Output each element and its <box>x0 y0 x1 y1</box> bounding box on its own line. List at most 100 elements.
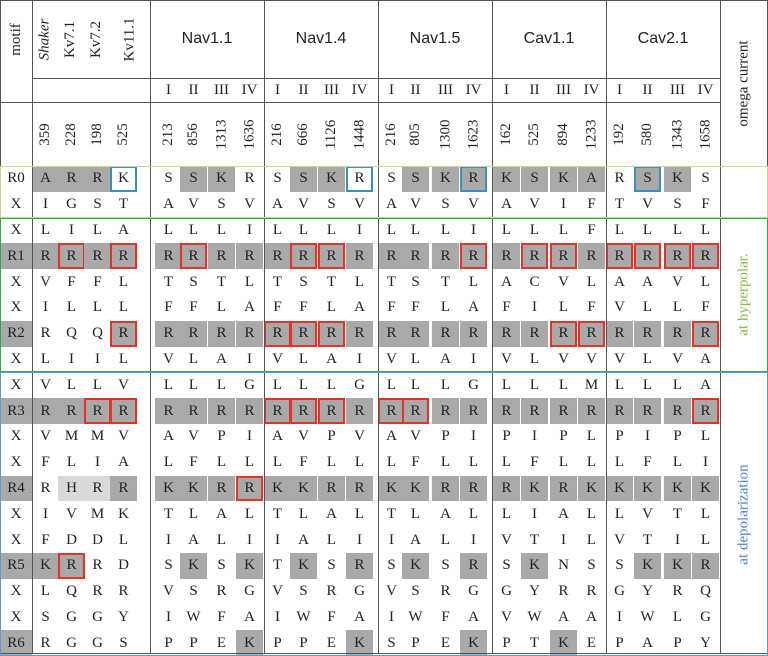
position-number: 216 <box>383 122 399 146</box>
residue-cell: T <box>163 273 174 290</box>
header-position: 198 <box>84 102 111 166</box>
residue-cell: V <box>614 531 625 548</box>
residue-cell: G <box>244 376 255 393</box>
header-motif: motif <box>0 0 32 78</box>
residue-cell: I <box>69 221 74 238</box>
residue-cell: Q <box>92 325 103 342</box>
header-line <box>0 102 720 103</box>
residue-cell: P <box>327 428 336 445</box>
residue-cell: V <box>244 196 255 213</box>
residue-cell: F <box>502 299 511 316</box>
residue-cell: R <box>378 243 405 270</box>
residue-cell: V <box>66 505 77 522</box>
header-domain: IV <box>351 81 368 98</box>
residue-cell: R <box>208 475 235 502</box>
residue-cell: F <box>41 454 50 471</box>
header-shaker: Shaker <box>32 0 58 78</box>
residue-cell: N <box>558 557 569 574</box>
motif-divider <box>32 0 33 654</box>
residue-cell: L <box>642 299 653 316</box>
residue-cell: A <box>440 505 451 522</box>
residue-cell: R <box>32 398 59 424</box>
residue-cell: I <box>69 350 74 367</box>
residue-cell: V <box>40 428 51 445</box>
residue-cell: L <box>216 454 227 471</box>
residue-cell: L <box>700 505 711 522</box>
header-domain: III <box>556 81 571 98</box>
residue-cell: A <box>468 299 479 316</box>
residue-cell: P <box>673 634 682 651</box>
residue-cell: R <box>216 583 227 600</box>
residue-cell: S <box>634 166 661 192</box>
residue-cell: I <box>532 428 537 445</box>
residue-cell: R <box>402 243 429 270</box>
residue-cell: P <box>502 428 511 445</box>
residue-cell: R <box>460 553 487 579</box>
residue-cell: I <box>532 505 537 522</box>
residue-cell: S <box>299 273 308 290</box>
residue-cell: K <box>318 166 345 192</box>
residue-cell: V <box>642 196 653 213</box>
residue-cell: F <box>530 454 539 471</box>
residue-cell: R <box>550 398 577 424</box>
residue-cell: A <box>440 350 451 367</box>
residue-cell: F <box>41 531 50 548</box>
residue-cell: G <box>468 376 479 393</box>
residue-cell: R <box>84 166 111 192</box>
residue-cell: L <box>440 221 451 238</box>
residue-cell: S <box>119 634 128 651</box>
residue-cell: L <box>672 221 683 238</box>
residue-cell: L <box>410 505 421 522</box>
residue-cell: L <box>272 454 283 471</box>
residue-cell: R <box>606 320 633 347</box>
residue-cell: L <box>501 454 512 471</box>
residue-cell: L <box>188 221 199 238</box>
residue-cell: G <box>354 376 365 393</box>
residue-cell: I <box>357 531 362 548</box>
residue-cell: P <box>273 634 282 651</box>
residue-cell: V <box>558 273 569 290</box>
residue-cell: E <box>216 634 227 651</box>
residue-cell: I <box>275 531 280 548</box>
residue-cell: S <box>164 170 173 187</box>
residue-cell: K <box>402 475 429 502</box>
residue-cell: K <box>493 166 520 192</box>
residue-cell: G <box>614 583 625 600</box>
header-domain: IV <box>465 81 482 98</box>
residue-cell: R <box>578 398 605 424</box>
residue-cell: Y <box>642 583 653 600</box>
residue-cell: I <box>247 350 252 367</box>
header-domain: II <box>188 81 199 98</box>
residue-cell: F <box>411 454 420 471</box>
residue-cell: A <box>700 376 711 393</box>
residue-cell: R <box>180 243 207 270</box>
residue-cell: A <box>501 273 512 290</box>
position-number: 216 <box>269 122 285 146</box>
residue-cell: L <box>700 428 711 445</box>
residue-cell: F <box>441 608 450 625</box>
residue-cell: T <box>386 273 397 290</box>
residue-cell: L <box>92 221 103 238</box>
header-omega: omega current <box>720 0 768 166</box>
residue-cell: R <box>692 320 719 347</box>
channel-divider <box>606 0 607 654</box>
residue-cell: S <box>402 166 429 192</box>
residue-cell: R <box>672 583 683 600</box>
residue-cell: R <box>84 243 111 270</box>
residue-cell: L <box>326 299 337 316</box>
residue-cell: F <box>387 299 396 316</box>
residue-cell: R <box>318 398 345 424</box>
residue-cell: L <box>672 299 683 316</box>
residue-cell: P <box>559 428 568 445</box>
position-number: 666 <box>295 122 311 146</box>
residue-cell: T <box>272 273 283 290</box>
motif-label: R4 <box>0 475 32 502</box>
border-left <box>0 0 1 654</box>
residue-cell: F <box>701 299 710 316</box>
motif-label: X <box>10 221 22 238</box>
residue-cell: L <box>40 350 51 367</box>
residue-cell: L <box>586 428 597 445</box>
hyperpolar-label-text: at hyperpolar. <box>735 253 752 337</box>
residue-cell: R <box>634 320 661 347</box>
residue-cell: R <box>326 583 337 600</box>
